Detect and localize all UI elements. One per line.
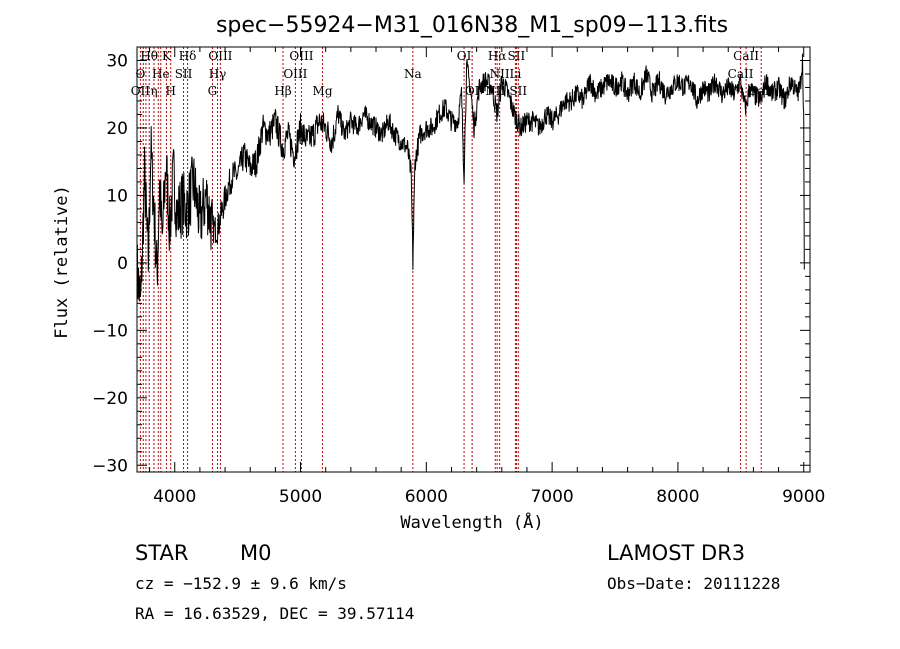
y-tick-label: −30 [92,456,128,476]
x-tick-label: 9000 [782,487,825,507]
line-label: He [152,67,170,81]
chart-title: spec−55924−M31_016N38_M1_sp09−113.fits [216,13,728,38]
spectrum-series [136,53,805,304]
ra-dec-coordinates: RA = 16.63529, DEC = 39.57114 [135,604,414,623]
x-axis-label: Wavelength (Å) [400,511,543,533]
line-label: G [208,84,218,98]
object-subclass: M0 [240,541,271,565]
line-label: Hγ [209,67,227,81]
line-label: OIII [283,67,307,81]
line-label: η [150,84,157,98]
line-label: SII [508,49,526,63]
line-label: Hθ [140,49,158,63]
y-tick-label: 30 [106,51,128,71]
line-label: OII [131,84,151,98]
line-label: Hβ [274,84,291,98]
object-class: STAR [135,541,188,565]
line-label: Mg [313,84,333,98]
line-label: NII [490,67,510,81]
observation-date: Obs−Date: 20111228 [607,574,780,593]
line-label: OI [457,49,472,63]
line-label: Hα [488,49,507,63]
y-axis-label: Flux (relative) [52,185,72,339]
line-label: K [162,49,172,63]
line-label: OIII [208,49,232,63]
redshift-velocity: cz = −152.9 ± 9.6 km/s [135,574,347,593]
spectrum-line [136,53,805,304]
x-tick-label: 6000 [405,487,448,507]
x-tick-label: 5000 [279,487,322,507]
y-tick-label: −10 [92,321,128,341]
line-label: Li [509,67,521,81]
line-label: Hδ [179,49,197,63]
y-tick-label: 0 [117,254,128,274]
plot-axes [136,46,811,473]
x-tick-label: 8000 [656,487,699,507]
line-label: CaII [733,49,759,63]
x-tick-label: 7000 [530,487,573,507]
line-label: OIII [289,49,313,63]
y-tick-labels: −30 −20 −10 0 10 20 30 [92,51,128,476]
line-label: Na [404,67,422,81]
line-label: OI [465,84,480,98]
x-tick-labels: 4000 5000 6000 7000 8000 9000 [153,487,825,507]
line-label: CaII [728,67,754,81]
line-label: SII [175,67,193,81]
y-tick-label: −20 [92,389,128,409]
survey-name: LAMOST DR3 [607,541,745,565]
line-label: H [165,84,175,98]
x-tick-label: 4000 [153,487,196,507]
y-tick-label: 10 [106,186,128,206]
line-label: SII [509,84,527,98]
plot-frame [136,46,811,473]
y-tick-label: 20 [106,119,128,139]
